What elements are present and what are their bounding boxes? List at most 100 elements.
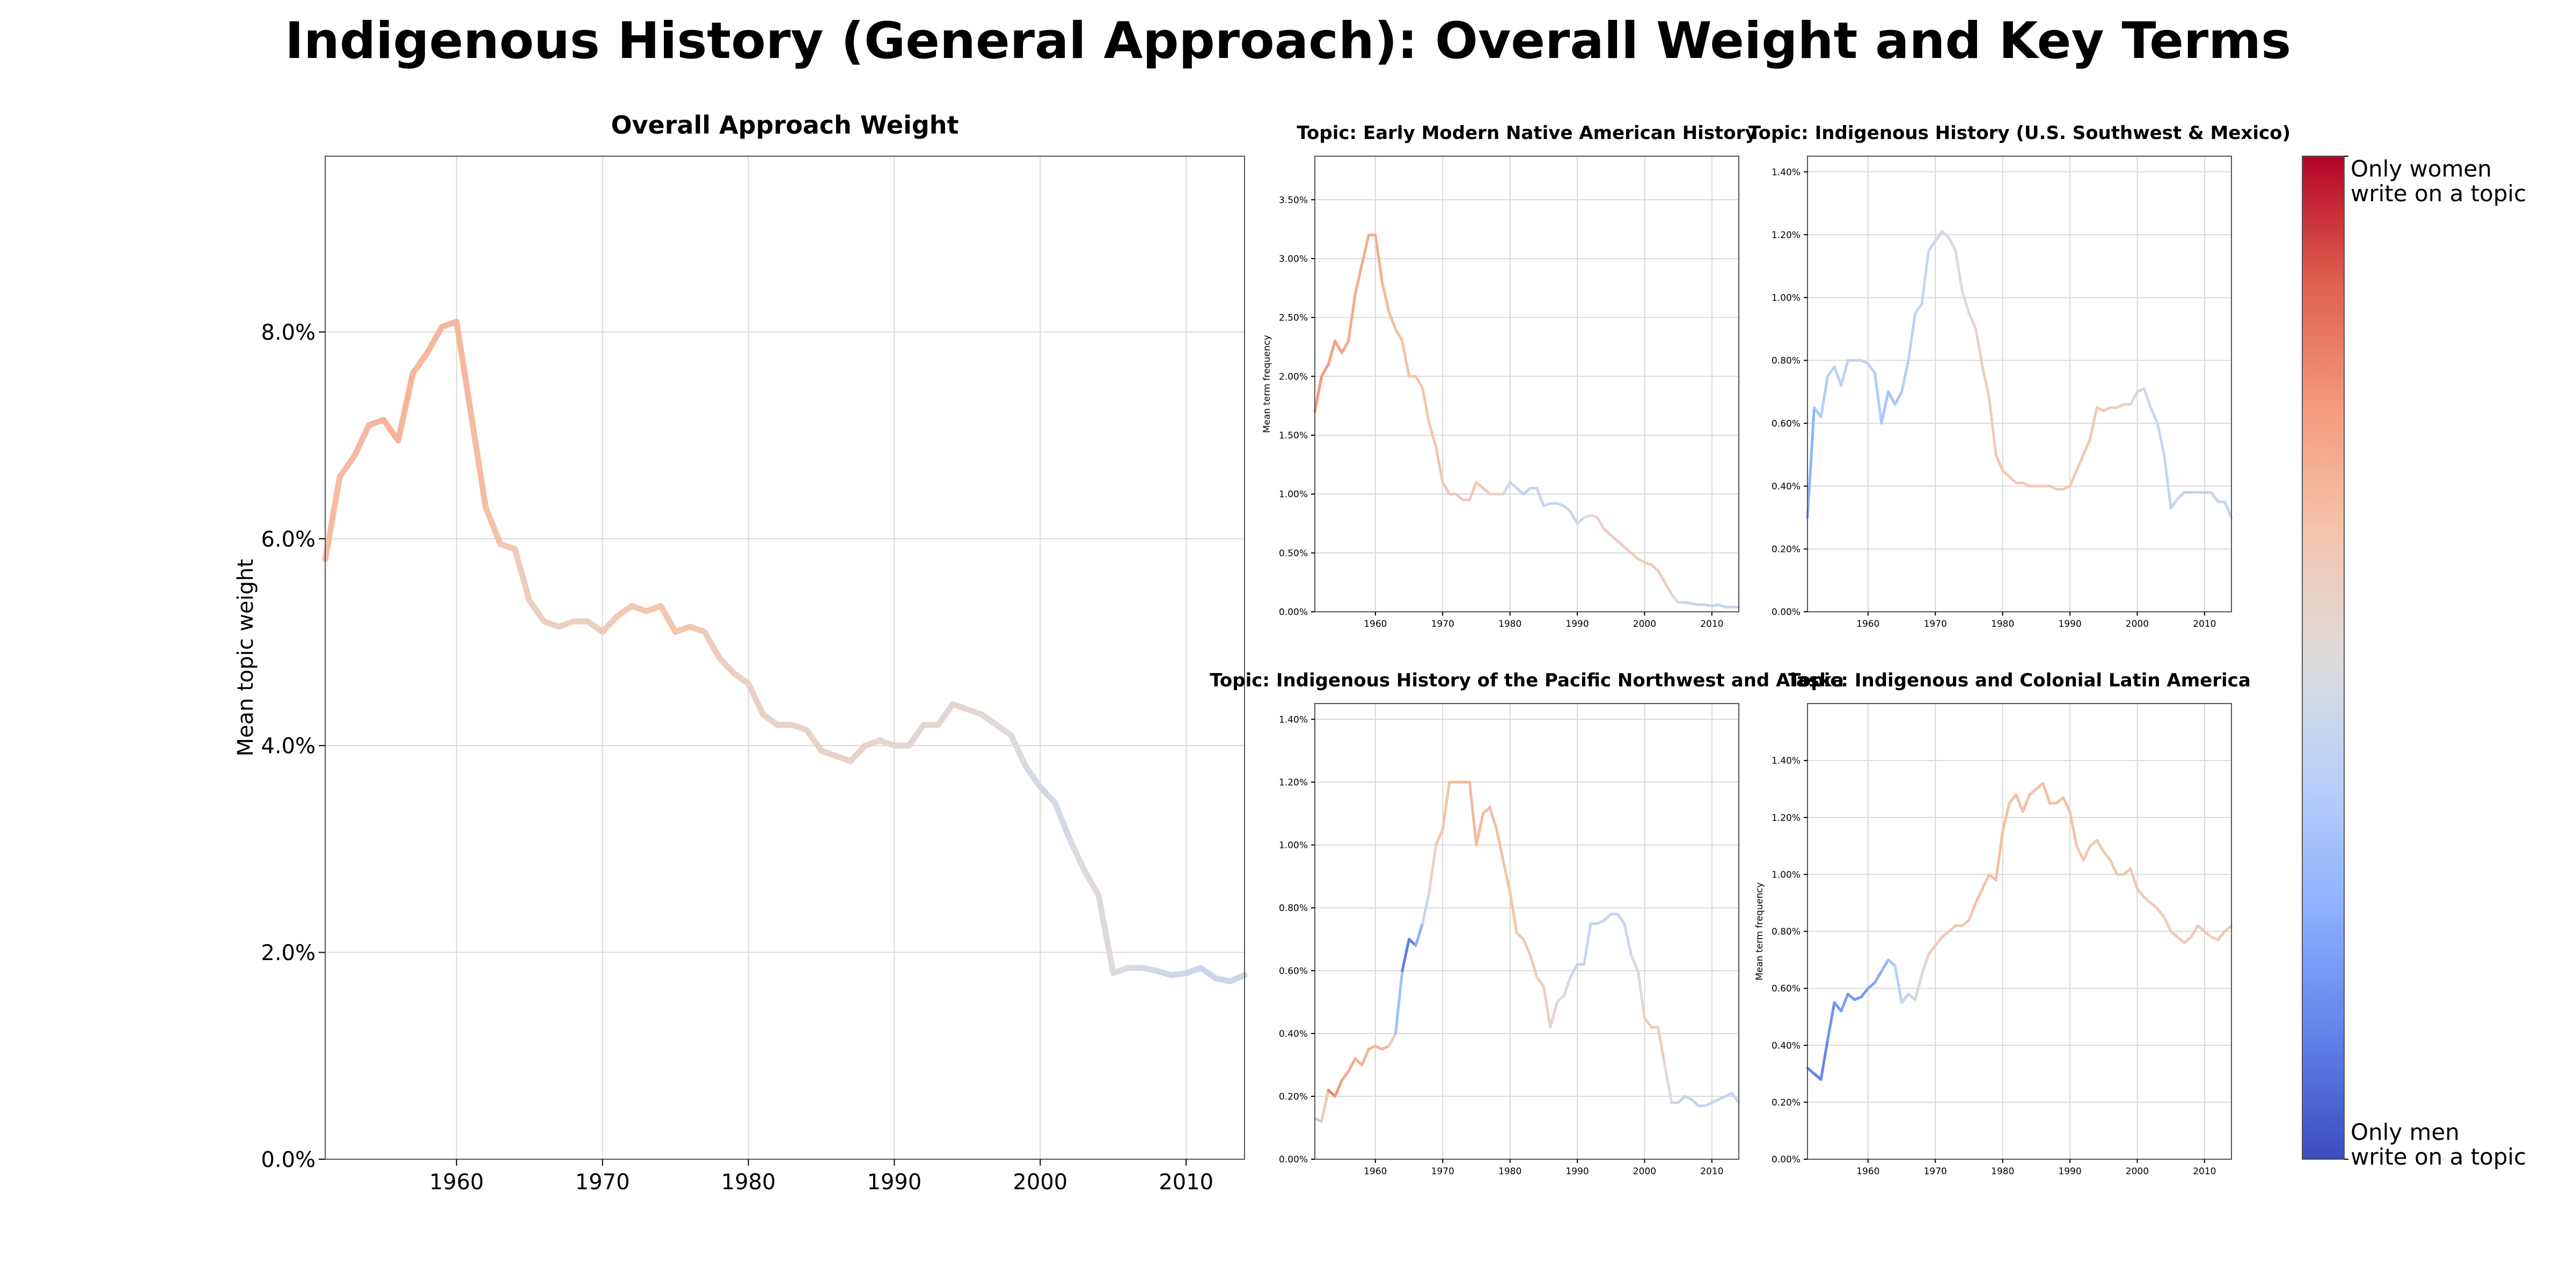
axes-frame [1314, 703, 1739, 1160]
series-segment [2163, 916, 2172, 933]
y-tick-label: 2.50% [1279, 313, 1308, 324]
series-segment [2089, 839, 2098, 847]
series-segment [1974, 327, 1984, 368]
page-title: Indigenous History (General Approach): O… [284, 12, 2292, 70]
series-segment [1535, 487, 1545, 508]
series-segment [1334, 1079, 1343, 1098]
series-segment [1394, 969, 1404, 1035]
x-tick-label: 1970 [1924, 1166, 1947, 1177]
series-segment [1947, 236, 1957, 252]
series-segment [1454, 493, 1465, 502]
series-segment [1421, 386, 1431, 425]
series-segment [1880, 390, 1890, 425]
series-segment [2068, 469, 2079, 488]
series-segment [1730, 1092, 1740, 1104]
y-tick-label: 1.20% [1772, 813, 1801, 823]
x-tick-label: 2010 [2193, 1166, 2216, 1177]
series-segment [2082, 844, 2092, 862]
series-segment [1502, 481, 1512, 496]
x-tick-label: 1960 [1364, 619, 1387, 630]
series-segment [1353, 263, 1364, 296]
y-tick-label: 0.80% [1772, 356, 1801, 367]
series-segment [1941, 230, 1950, 239]
series-segment [1401, 938, 1411, 972]
y-tick-label: 0.00% [1772, 607, 1801, 618]
series-segment [1081, 866, 1102, 899]
series-segment [1320, 1088, 1330, 1123]
series-segment [847, 742, 868, 764]
y-tick-label: 0.0% [261, 1147, 316, 1172]
x-tick-label: 1970 [575, 1170, 630, 1195]
x-tick-label: 2000 [1633, 619, 1656, 630]
series-segment [2001, 802, 2011, 833]
x-tick-label: 1980 [1991, 1166, 2014, 1177]
series-segment [2122, 867, 2132, 876]
series-segment [1347, 1057, 1357, 1073]
y-tick-label: 1.00% [1772, 293, 1801, 304]
series-segment [468, 412, 489, 511]
series-segment [2142, 896, 2153, 904]
series-segment [2015, 793, 2024, 814]
series-segment [1947, 924, 1957, 933]
chart-panel-pacific-northwest: 1960 1970 1980 1990 2000 2010 0.00% 0.20% 0.40% 0… [1210, 670, 1844, 1177]
series-segment [1967, 901, 1977, 921]
y-tick-label: 0.50% [1279, 548, 1308, 559]
series-segment [2028, 787, 2038, 796]
series-segment [1873, 970, 1883, 984]
colorbar-top-label: Only women write on a topic [2351, 156, 2526, 207]
series-segment [1860, 987, 1870, 999]
series-segment [1327, 339, 1337, 366]
series-segment [1468, 780, 1478, 846]
chart-panel-latin-america: 1960 1970 1980 1990 2000 2010 0.00% 0.20% 0.40% 0… [1754, 670, 2251, 1177]
series-segment [1893, 390, 1904, 406]
x-tick-label: 2000 [1633, 1166, 1656, 1177]
series-segment [1522, 938, 1532, 956]
series-segment [1914, 302, 1923, 315]
series-segment [993, 722, 1014, 738]
series-segment [1488, 806, 1498, 831]
series-segment [1495, 828, 1505, 862]
series-segment [1960, 918, 1971, 927]
colorbar: Only women write on a topic Only men write … [2302, 156, 2526, 1170]
series-segment [395, 370, 416, 444]
series-segment [1421, 890, 1431, 925]
series-segment [906, 722, 927, 749]
series-segment [1819, 1038, 1829, 1081]
y-tick-label: 1.00% [1279, 489, 1308, 500]
y-tick-label: 0.60% [1772, 984, 1801, 994]
series-segment [1562, 975, 1572, 998]
series-segment [2041, 782, 2051, 805]
series-segment [657, 603, 679, 635]
series-segment [1819, 375, 1829, 419]
series-segment [322, 473, 343, 562]
series-segment [1994, 830, 2004, 882]
colorbar-top-label-line: write on a topic [2351, 180, 2526, 207]
chart-panel-early-modern: 1960 1970 1980 1990 2000 2010 0.00% 0.50% 1.00% 1… [1262, 122, 1757, 630]
series-segment [1481, 487, 1491, 496]
series-segment [2075, 453, 2085, 472]
series-segment [1927, 944, 1937, 956]
series-segment [2142, 387, 2153, 409]
x-tick-label: 2010 [1700, 619, 1723, 630]
y-tick-label: 0.20% [1772, 544, 1801, 555]
series-segment [1428, 843, 1438, 894]
x-tick-label: 1990 [2058, 619, 2081, 630]
series-segment [1616, 539, 1626, 548]
series-segment [614, 603, 635, 619]
series-segment [1596, 516, 1606, 531]
series-segment [1636, 969, 1646, 1020]
x-tick-label: 2010 [2193, 619, 2216, 630]
series-segment [1441, 780, 1451, 831]
series-segment [979, 711, 1000, 728]
series-segment [1468, 481, 1478, 502]
series-segment [1927, 239, 1937, 252]
series-segment [1387, 1032, 1397, 1048]
colorbar-bar [2302, 156, 2345, 1160]
x-tick-label: 1960 [1856, 619, 1879, 630]
colorbar-bottom-label: Only men write on a topic [2351, 1119, 2526, 1170]
series-segment [701, 628, 722, 661]
y-tick-label: 0.80% [1279, 903, 1308, 914]
y-axis-label: Mean term frequency [1262, 335, 1272, 433]
series-segment [1576, 516, 1586, 525]
series-segment [1387, 310, 1397, 331]
